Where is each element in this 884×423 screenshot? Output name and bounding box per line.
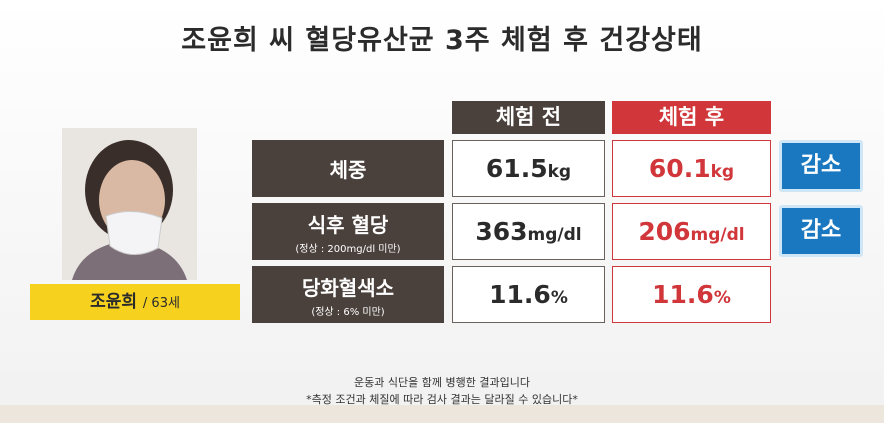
badge: 감소 [779, 140, 863, 192]
value-before: 61.5kg [452, 140, 605, 197]
row-label: 당화혈색소 (정상 : 6% 미만) [252, 266, 444, 323]
value: 60.1 [648, 154, 711, 183]
row-label: 체중 [252, 140, 444, 197]
unit: mg/dl [527, 225, 582, 245]
person-age: / 63세 [142, 296, 180, 311]
label-note: (정상 : 6% 미만) [311, 306, 385, 318]
value-after: 11.6% [612, 266, 771, 323]
unit: % [713, 288, 731, 308]
unit: kg [710, 162, 735, 182]
bottom-band [0, 405, 884, 423]
label-text: 식후 혈당 [307, 212, 389, 237]
value-after: 60.1kg [612, 140, 771, 197]
header-before: 체험 전 [452, 101, 605, 134]
value-before: 363mg/dl [452, 203, 605, 260]
unit: mg/dl [690, 225, 745, 245]
value: 363 [475, 217, 528, 246]
unit: kg [547, 162, 572, 182]
value-before: 11.6% [452, 266, 605, 323]
row-label: 식후 혈당 (정상 : 200mg/dl 미만) [252, 203, 444, 260]
label-text: 체중 [329, 158, 367, 182]
footer-line: *측정 조건과 체질에 따라 검사 결과는 달라질 수 있습니다* [306, 393, 578, 406]
footer-line: 운동과 식단을 함께 병행한 결과입니다 [354, 376, 530, 389]
name-tag: 조윤희 / 63세 [30, 284, 240, 320]
label-text: 당화혈색소 [302, 275, 394, 300]
value-after: 206mg/dl [612, 203, 771, 260]
value: 11.6 [652, 280, 714, 309]
label-note: (정상 : 200mg/dl 미만) [295, 243, 401, 255]
title: 조윤희 씨 혈당유산균 3주 체험 후 건강상태 [181, 25, 703, 56]
value: 206 [638, 217, 691, 246]
badge: 감소 [779, 205, 863, 257]
photo [62, 128, 197, 280]
person-name: 조윤희 [90, 292, 137, 312]
header-after: 체험 후 [612, 101, 771, 134]
unit: % [550, 288, 568, 308]
value: 61.5 [485, 154, 548, 183]
value: 11.6 [489, 280, 551, 309]
